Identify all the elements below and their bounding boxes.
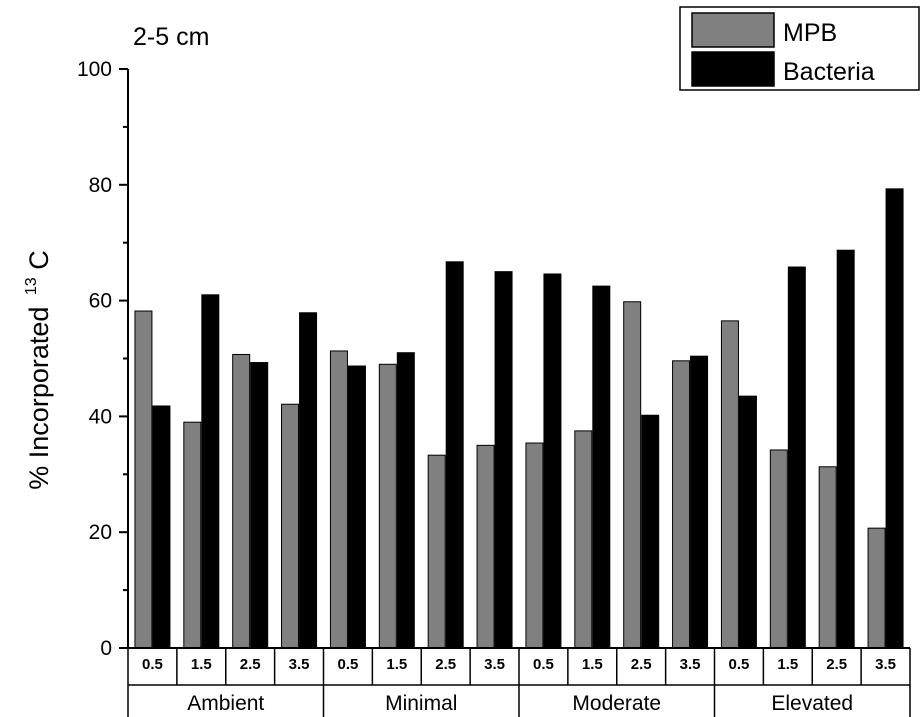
bar-mpb-moderate-1.5 <box>574 430 593 649</box>
x-sub-label: 2.5 <box>826 656 847 673</box>
y-axis-title-sup: 13 <box>23 277 40 295</box>
x-axis: 0.5 1.5 2.5 3.5 Ambient 0.5 1.5 2.5 3.5 Minimal 0.… <box>127 647 911 717</box>
legend-label-bacteria: Bacteria <box>783 58 875 86</box>
bar-mpb-minimal-2.5 <box>427 454 446 649</box>
legend-swatch-bacteria <box>691 51 775 87</box>
bar-bacteria-ambient-3.5 <box>299 312 318 649</box>
x-group-label: Ambient <box>187 692 264 715</box>
x-sub-label: 2.5 <box>240 656 261 673</box>
y-axis-title-suffix: C <box>24 250 54 270</box>
bar-mpb-ambient-0.5 <box>134 310 153 649</box>
bar-mpb-moderate-3.5 <box>672 360 691 649</box>
x-sub-label: 2.5 <box>631 656 652 673</box>
bar-bacteria-ambient-0.5 <box>152 405 171 649</box>
x-group-label: Elevated <box>771 692 853 715</box>
bar-mpb-elevated-0.5 <box>720 320 739 649</box>
bar-bacteria-minimal-1.5 <box>396 352 415 649</box>
x-sub-label: 3.5 <box>680 656 701 673</box>
bar-bacteria-moderate-3.5 <box>690 355 709 649</box>
bar-bacteria-minimal-3.5 <box>494 271 513 649</box>
bar-bacteria-moderate-0.5 <box>543 273 562 649</box>
bar-mpb-minimal-3.5 <box>476 444 495 649</box>
x-sub-label: 0.5 <box>533 656 554 673</box>
x-sub-label: 3.5 <box>484 656 505 673</box>
bar-mpb-elevated-3.5 <box>867 527 886 649</box>
x-group-label: Minimal <box>385 692 457 715</box>
bar-bacteria-elevated-3.5 <box>885 188 904 649</box>
bar-mpb-moderate-0.5 <box>525 442 544 649</box>
y-tick-label: 60 <box>89 290 112 313</box>
x-sub-label: 0.5 <box>729 656 750 673</box>
x-sub-label: 3.5 <box>289 656 310 673</box>
bar-bacteria-elevated-1.5 <box>787 266 806 649</box>
y-tick-label: 80 <box>89 174 112 197</box>
bar-mpb-moderate-2.5 <box>623 301 642 649</box>
x-sub-label: 3.5 <box>875 656 896 673</box>
y-axis-title: % Incorporated 13 C <box>12 250 54 489</box>
y-axis: 0 20 40 60 80 100 <box>77 58 129 660</box>
chart-title: 2-5 cm <box>133 23 209 51</box>
x-sub-label: 0.5 <box>338 656 359 673</box>
bar-mpb-ambient-2.5 <box>232 353 251 649</box>
bar-bacteria-moderate-2.5 <box>641 414 660 649</box>
y-tick-label: 100 <box>77 58 112 81</box>
bar-bacteria-ambient-2.5 <box>250 362 269 649</box>
bar-bacteria-moderate-1.5 <box>592 285 611 649</box>
y-tick-label: 40 <box>89 405 112 428</box>
x-sub-label: 0.5 <box>142 656 163 673</box>
legend: MPB Bacteria <box>679 6 920 91</box>
bar-mpb-minimal-0.5 <box>329 350 348 649</box>
bar-bacteria-minimal-0.5 <box>347 365 366 649</box>
bar-bacteria-minimal-2.5 <box>445 261 464 649</box>
y-axis-title-main: % Incorporated <box>24 307 54 490</box>
bar-bacteria-ambient-1.5 <box>201 294 220 649</box>
bar-mpb-ambient-1.5 <box>183 421 202 649</box>
x-sub-label: 1.5 <box>386 656 407 673</box>
x-sub-label: 1.5 <box>191 656 212 673</box>
bars <box>134 188 904 649</box>
bar-mpb-ambient-3.5 <box>281 403 300 649</box>
legend-label-mpb: MPB <box>783 19 837 47</box>
bar-bacteria-elevated-0.5 <box>738 395 757 649</box>
x-sub-label: 1.5 <box>582 656 603 673</box>
legend-swatch-mpb <box>691 12 775 48</box>
bar-mpb-elevated-2.5 <box>818 466 837 649</box>
x-sub-label: 2.5 <box>435 656 456 673</box>
bar-bacteria-elevated-2.5 <box>836 249 855 649</box>
y-tick-label: 0 <box>100 637 112 660</box>
bar-mpb-elevated-1.5 <box>769 449 788 649</box>
bar-mpb-minimal-1.5 <box>378 363 397 649</box>
y-tick-label: 20 <box>89 521 112 544</box>
x-sub-label: 1.5 <box>777 656 798 673</box>
x-group-label: Moderate <box>572 692 661 715</box>
